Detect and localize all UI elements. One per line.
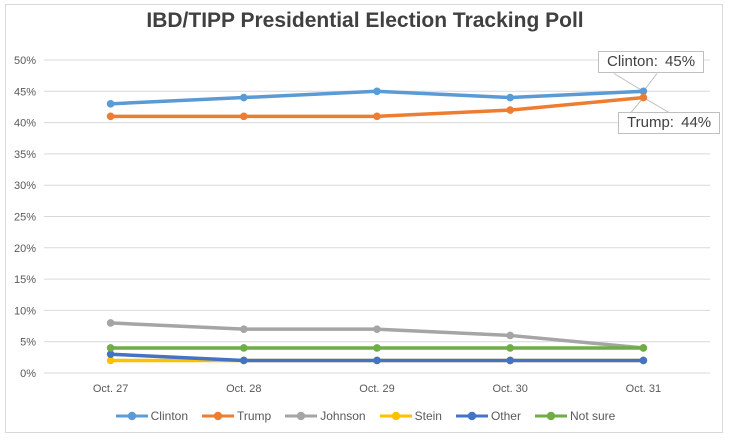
y-axis-tick-label: 40% — [14, 118, 36, 130]
data-point-marker — [106, 319, 115, 327]
data-point-marker — [373, 356, 381, 365]
data-point-marker — [240, 325, 248, 333]
data-point-marker — [639, 356, 648, 365]
callout-clinton: Clinton: 45% — [598, 51, 705, 73]
y-axis-tick-label: 45% — [14, 86, 36, 98]
data-point-marker — [506, 106, 514, 114]
chart-title: IBD/TIPP Presidential Election Tracking … — [146, 9, 584, 32]
data-point-marker — [106, 344, 115, 352]
legend-item-clinton: Clinton — [115, 409, 188, 423]
data-point-marker — [240, 344, 248, 352]
y-axis-tick-label: 50% — [14, 55, 36, 67]
legend-item-johnson: Johnson — [284, 409, 366, 423]
y-axis-tick-label: 25% — [14, 212, 36, 224]
data-point-marker — [106, 356, 115, 365]
legend-label: Trump — [237, 409, 272, 423]
data-point-marker — [106, 100, 115, 108]
legend-line-marker-icon — [285, 411, 318, 421]
data-point-marker — [639, 93, 648, 102]
x-axis-tick-label: Oct. 30 — [492, 383, 527, 395]
data-point-marker — [373, 344, 381, 352]
data-point-marker — [506, 356, 514, 365]
data-point-marker — [106, 112, 115, 121]
data-point-marker — [639, 344, 648, 352]
legend-line-marker-icon — [455, 411, 488, 421]
legend-item-stein: Stein — [379, 409, 442, 423]
data-point-marker — [373, 87, 381, 96]
legend-label: Not sure — [569, 409, 616, 423]
legend-label: Other — [490, 409, 521, 423]
data-point-marker — [106, 350, 115, 359]
data-point-marker — [240, 112, 248, 121]
data-point-marker — [506, 331, 514, 340]
data-point-marker — [639, 87, 648, 96]
x-axis-tick-label: Oct. 29 — [359, 383, 394, 395]
callout-leader-line — [643, 97, 670, 113]
legend-line-marker-icon — [202, 411, 234, 421]
y-axis-tick-label: 30% — [14, 180, 36, 192]
data-point-marker — [506, 93, 514, 102]
legend-item-not-sure: Not sure — [534, 409, 615, 423]
legend-line-marker-icon — [115, 411, 148, 421]
x-axis-tick-label: Oct. 28 — [226, 383, 261, 395]
legend-label: Clinton — [150, 409, 188, 423]
callout-leader-line — [613, 73, 644, 92]
y-axis-tick-label: 15% — [14, 274, 36, 286]
legend-line-marker-icon — [534, 411, 567, 421]
data-point-marker — [373, 112, 381, 121]
data-point-marker — [240, 356, 248, 365]
legend-item-trump: Trump — [201, 409, 271, 423]
data-point-marker — [506, 344, 514, 352]
data-point-marker — [373, 325, 381, 333]
legend-item-other: Other — [455, 409, 521, 423]
legend-label: Johnson — [320, 409, 366, 423]
y-axis-tick-label: 0% — [20, 368, 36, 380]
y-axis-tick-label: 10% — [14, 305, 36, 317]
x-axis-tick-label: Oct. 27 — [93, 383, 128, 395]
x-axis-tick-label: Oct. 31 — [626, 383, 661, 395]
y-axis-tick-label: 5% — [20, 337, 36, 349]
data-point-marker — [240, 93, 248, 102]
chart-legend: Clinton Trump Johnson Stein Other Not sure — [0, 404, 730, 428]
callout-trump: Trump: 44% — [618, 112, 721, 134]
legend-label: Stein — [414, 409, 442, 423]
y-axis-tick-label: 20% — [14, 243, 36, 255]
y-axis-tick-label: 35% — [14, 149, 36, 161]
legend-line-marker-icon — [379, 411, 412, 421]
